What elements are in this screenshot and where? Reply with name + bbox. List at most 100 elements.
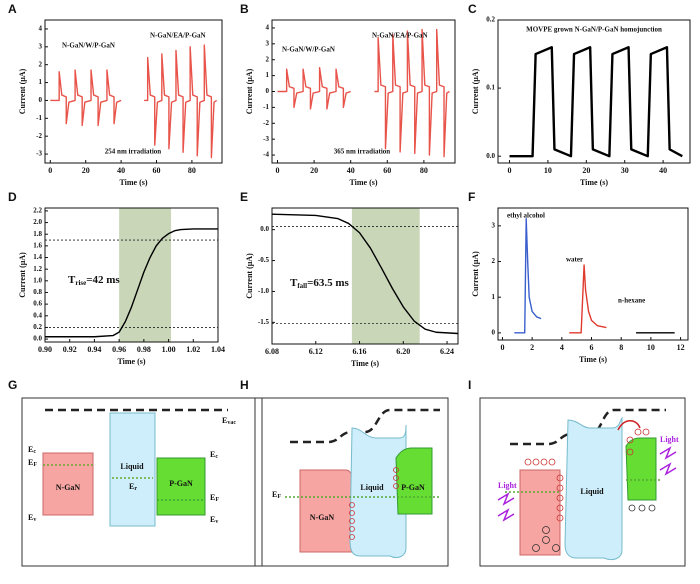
light-arrow bbox=[659, 462, 677, 476]
panel-label: I bbox=[468, 378, 471, 392]
x-tick-label: 0 bbox=[48, 166, 52, 175]
annotation-part: fall bbox=[297, 282, 307, 290]
y-tick-label: -2 bbox=[36, 132, 42, 140]
series-label: N-GaN/W/P-GaN bbox=[282, 46, 335, 54]
transfer-arrow bbox=[617, 420, 641, 431]
y-tick-label: 1.2 bbox=[33, 265, 42, 273]
annotation-part: =63.5 ms bbox=[307, 277, 349, 289]
y-tick-label: 1.6 bbox=[33, 241, 42, 249]
panel-label: E bbox=[240, 190, 248, 204]
label: Light bbox=[498, 481, 517, 490]
highlight-band bbox=[119, 208, 172, 342]
plot-frame bbox=[497, 19, 691, 164]
x-tick-label: 0.98 bbox=[137, 345, 151, 354]
x-tick-label: 20 bbox=[582, 166, 590, 175]
y-axis-label: Current (μA) bbox=[471, 251, 480, 297]
y-axis-label: Current (μA) bbox=[245, 253, 254, 299]
chart: 6.08 6.12 6.16 6.20 6.24 0.0 -0.5 -1.0 -1.5 Time … bbox=[245, 207, 459, 368]
plot-frame bbox=[271, 207, 459, 345]
x-tick-label: 60 bbox=[153, 166, 161, 175]
y-tick-label: -0.5 bbox=[258, 256, 270, 264]
series-label: n-hexane bbox=[618, 297, 645, 305]
series-label: N-GaN/EA/P-GaN bbox=[372, 32, 428, 40]
y-tick-label: 1.4 bbox=[33, 253, 42, 261]
series-label: N-GaN/W/P-GaN bbox=[62, 42, 115, 50]
label: E bbox=[210, 450, 215, 459]
label: Ec bbox=[210, 450, 218, 461]
y-tick-label: 4 bbox=[39, 25, 43, 33]
label: v bbox=[33, 517, 36, 523]
annotation: Tfall=63.5 ms bbox=[290, 277, 350, 290]
annotation-part: rise bbox=[75, 279, 86, 287]
label: E bbox=[222, 416, 227, 425]
data-line bbox=[374, 28, 450, 158]
chart-title: MOVPE grown N-GaN/P-GaN homojunction bbox=[526, 26, 662, 34]
panel-label: G bbox=[8, 378, 17, 392]
y-tick-label: 0.6 bbox=[33, 300, 42, 308]
x-axis-label: Time (s) bbox=[351, 359, 379, 368]
label: vac bbox=[227, 420, 236, 426]
label: EF bbox=[28, 458, 37, 469]
x-tick-label: 1.04 bbox=[211, 345, 225, 354]
annotation-part: T bbox=[68, 274, 76, 286]
y-tick-label: 0.0 bbox=[260, 225, 269, 233]
y-tick-label: 0 bbox=[266, 87, 270, 95]
y-tick-label: 3 bbox=[492, 221, 496, 229]
y-axis-label: Current (μA) bbox=[471, 68, 480, 114]
p-gan-block bbox=[395, 447, 433, 515]
panel-label: H bbox=[240, 378, 249, 392]
annotation: 254 nm irradiation bbox=[105, 148, 161, 156]
y-tick-label: -1 bbox=[36, 114, 42, 122]
label: Liquid bbox=[360, 483, 384, 492]
n-gan-block bbox=[42, 452, 94, 516]
x-tick-label: 0.94 bbox=[87, 345, 101, 354]
y-tick-label: 0 bbox=[492, 328, 496, 336]
label: Ev bbox=[210, 515, 218, 526]
y-tick-label: 2 bbox=[39, 60, 43, 68]
y-tick-label: 2 bbox=[492, 257, 496, 265]
data-line bbox=[271, 213, 459, 335]
light-arrow bbox=[659, 446, 677, 460]
x-tick-label: 0.96 bbox=[112, 345, 126, 354]
chart: 0 10 20 30 40 0.0 0.1 0.2 Time (s) Current (μA) MO… bbox=[471, 16, 691, 187]
label: r bbox=[134, 486, 137, 492]
plot-frame bbox=[44, 19, 223, 164]
label: E bbox=[28, 513, 33, 522]
x-tick-label: 20 bbox=[310, 166, 318, 175]
y-tick-label: 3 bbox=[39, 42, 43, 50]
light-arrow bbox=[497, 508, 515, 522]
x-axis-label: Time (s) bbox=[119, 178, 147, 187]
annotation-part: T bbox=[290, 277, 298, 289]
data-line bbox=[509, 46, 683, 158]
diagram-h: EF N-GaN Liquid P-GaN bbox=[254, 397, 449, 567]
annotation: 365 nm irradiation bbox=[334, 148, 390, 156]
y-tick-label: 1 bbox=[39, 78, 43, 86]
label: EF bbox=[210, 493, 219, 504]
frame bbox=[479, 397, 686, 567]
x-axis-label: Time (s) bbox=[580, 178, 608, 187]
x-tick-label: 10 bbox=[544, 166, 552, 175]
y-tick-label: 1.0 bbox=[33, 276, 42, 284]
panel-label: F bbox=[468, 190, 475, 204]
x-axis-label: Time (s) bbox=[349, 178, 377, 187]
x-tick-label: 0.92 bbox=[63, 345, 77, 354]
panel-label: B bbox=[240, 2, 249, 16]
n-gan-block bbox=[519, 469, 561, 556]
frame bbox=[254, 397, 449, 567]
chart: 0 20 40 60 80 -4 -3 -2 -1 0 1 2 3 4 Time (s) Current (μ… bbox=[245, 19, 456, 187]
data-line bbox=[569, 264, 607, 334]
label: EF bbox=[272, 490, 281, 501]
label: P-GaN bbox=[401, 483, 425, 492]
p-gan-block bbox=[156, 457, 206, 516]
x-tick-label: 6 bbox=[590, 343, 594, 352]
y-tick-label: -2 bbox=[263, 119, 269, 127]
x-axis-label: Time (s) bbox=[117, 357, 145, 366]
p-gan-block bbox=[625, 437, 657, 501]
y-tick-label: 0.0 bbox=[486, 152, 495, 160]
x-tick-label: 0 bbox=[508, 166, 512, 175]
chart: 0.90 0.92 0.94 0.96 0.98 1.00 1.02 1.04 0.0 0.2 0.… bbox=[18, 207, 225, 366]
charges bbox=[524, 428, 650, 522]
x-tick-label: 0 bbox=[500, 343, 504, 352]
label: c bbox=[215, 454, 218, 460]
